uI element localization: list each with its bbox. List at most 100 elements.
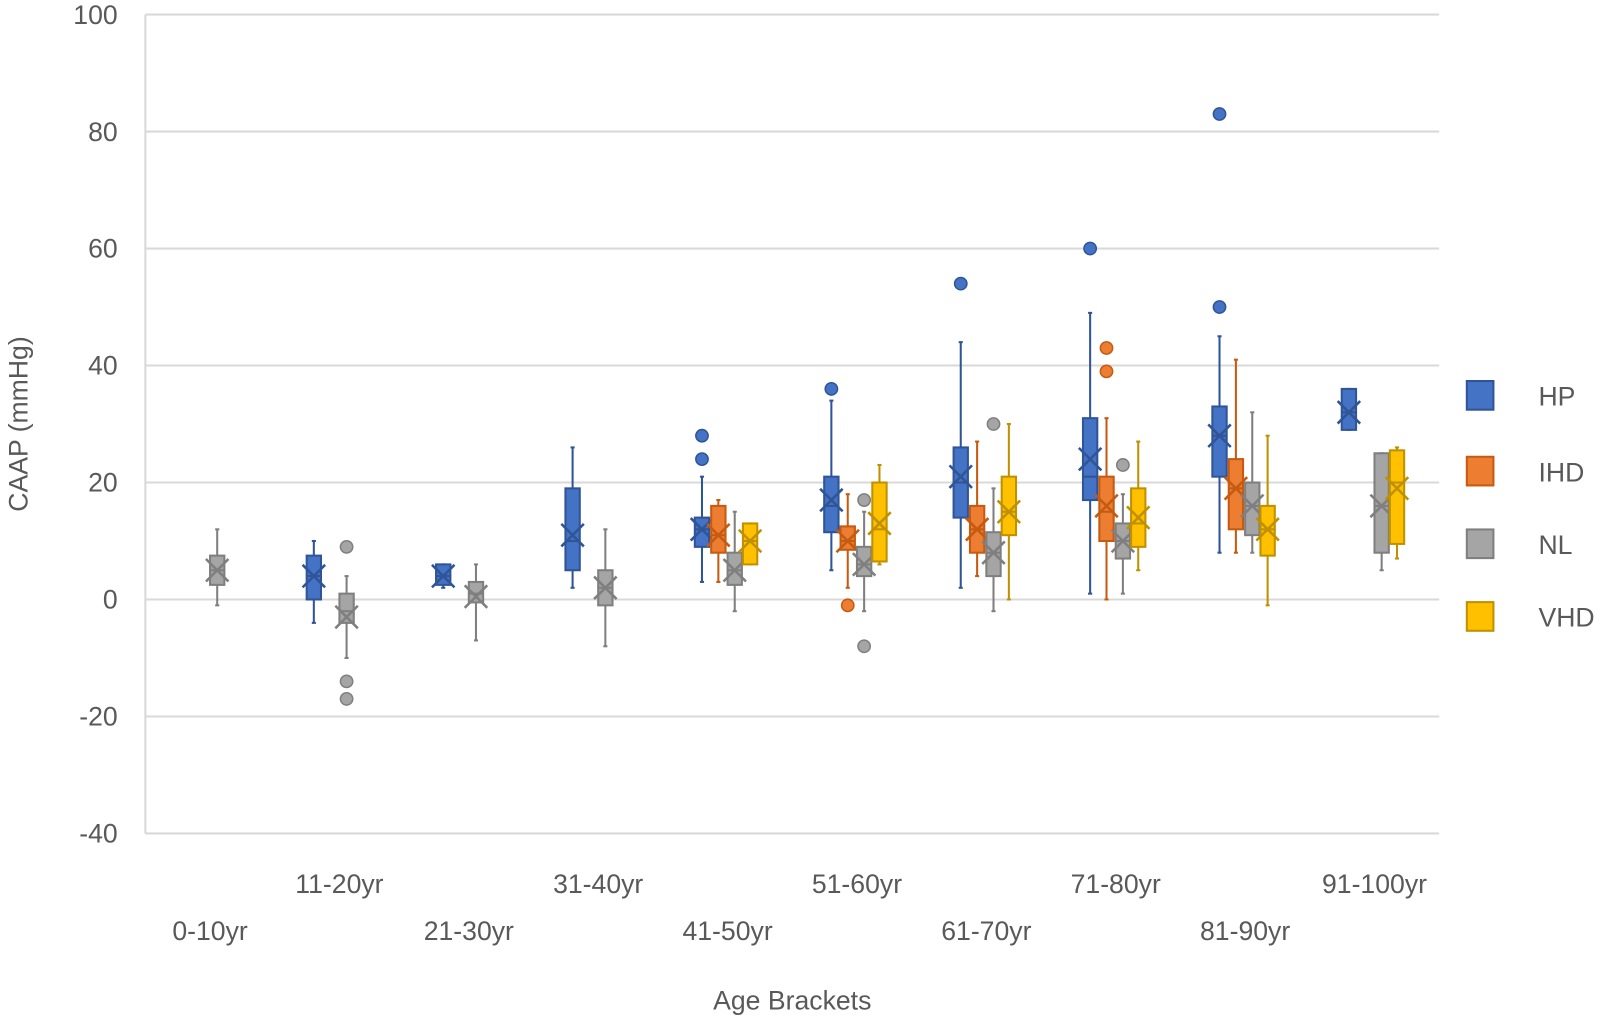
legend-label-nl: NL — [1538, 530, 1572, 560]
mean-marker — [964, 517, 990, 542]
legend-swatch-ihd — [1465, 455, 1495, 487]
mean-marker — [981, 540, 1006, 565]
x-tick-label: 91-100yr — [1322, 869, 1427, 899]
mean-marker — [1255, 517, 1280, 542]
mean-marker — [948, 464, 973, 489]
box-vhd-41-50yr — [737, 522, 763, 566]
box-hp-91-100yr — [1336, 387, 1362, 431]
mean-marker — [689, 517, 715, 542]
legend-swatch-vhd — [1465, 601, 1495, 632]
x-tick-label: 11-20yr — [295, 869, 383, 899]
outlier-point — [953, 276, 968, 291]
box — [693, 516, 711, 548]
box-nl-51-60yr — [851, 493, 877, 654]
box — [1373, 452, 1390, 554]
mean-marker — [737, 528, 763, 554]
legend-swatch-nl — [1465, 528, 1495, 560]
mean-marker — [1094, 493, 1119, 519]
gridlines — [144, 13, 1440, 835]
x-axis-ticks: 0-10yr 11-20yr 21-30yr 31-40yr 41-50yr 51-60y… — [172, 869, 1427, 946]
box — [1340, 387, 1358, 431]
box-vhd-51-60yr — [867, 463, 892, 566]
outlier-point — [339, 539, 354, 554]
x-tick-label: 31-40yr — [553, 869, 643, 899]
mean-marker — [1077, 446, 1103, 472]
outlier-point — [339, 692, 354, 706]
y-tick-label: 20 — [88, 468, 118, 498]
box — [1098, 475, 1115, 543]
box-ihd-51-60yr — [835, 493, 860, 613]
outlier-point — [857, 493, 872, 507]
x-tick-label: 21-30yr — [424, 916, 514, 946]
outlier-point — [857, 639, 872, 654]
x-tick-label: 71-80yr — [1071, 869, 1161, 899]
y-tick-label: -40 — [79, 819, 117, 849]
box-ihd-81-90yr — [1223, 358, 1249, 554]
box-ihd-41-50yr — [706, 499, 731, 583]
mean-marker — [819, 487, 844, 513]
box-ihd-71-80yr — [1094, 341, 1119, 601]
legend-label-vhd: VHD — [1538, 603, 1594, 633]
box-nl-61-70yr — [981, 417, 1006, 613]
y-tick-label: -20 — [79, 702, 117, 732]
outlier-point — [339, 674, 354, 689]
box-nl-41-50yr — [722, 510, 747, 613]
x-tick-label: 51-60yr — [812, 869, 902, 899]
box-nl-21-30yr — [463, 563, 489, 642]
mean-marker — [334, 604, 359, 630]
mean-marker — [1207, 423, 1232, 448]
outlier-point — [695, 428, 709, 443]
y-axis-title: CAAP (mmHg) — [4, 336, 34, 511]
mean-marker — [593, 575, 618, 600]
legend-label-ihd: IHD — [1538, 457, 1584, 487]
mean-marker — [1126, 505, 1151, 530]
box-hp-41-50yr — [689, 428, 715, 583]
x-tick-label: 81-90yr — [1200, 916, 1290, 946]
y-tick-label: 0 — [103, 585, 118, 615]
mean-marker — [867, 511, 892, 536]
mean-marker — [301, 563, 326, 589]
outlier-point — [986, 417, 1001, 431]
legend-label-hp: HP — [1538, 382, 1575, 412]
box-hp-81-90yr — [1207, 107, 1232, 554]
box-nl-31-40yr — [593, 528, 618, 648]
box-hp-51-60yr — [819, 382, 844, 572]
mean-marker — [205, 558, 230, 583]
legend-swatch-hp — [1465, 380, 1495, 411]
y-tick-label: 80 — [88, 117, 118, 147]
legend: HP IHD NL VHD — [1465, 380, 1595, 633]
outlier-point — [1212, 107, 1227, 121]
y-tick-label: 100 — [73, 0, 117, 30]
box-vhd-91-100yr — [1384, 446, 1410, 560]
box-vhd-61-70yr — [996, 422, 1022, 601]
y-tick-label: 40 — [88, 351, 118, 381]
outlier-point — [824, 382, 839, 396]
mean-marker — [1336, 400, 1362, 425]
mean-marker — [835, 528, 860, 554]
x-tick-label: 41-50yr — [682, 916, 772, 946]
x-axis-title: Age Brackets — [713, 986, 871, 1016]
box-hp-21-30yr — [431, 563, 456, 589]
box — [1388, 449, 1406, 545]
outlier-point — [1212, 300, 1227, 314]
box-nl-0-10yr — [205, 528, 230, 607]
box — [1244, 481, 1261, 537]
box-vhd-81-90yr — [1255, 434, 1280, 607]
box-hp-31-40yr — [560, 446, 585, 589]
mean-marker — [463, 584, 489, 609]
box-marks — [205, 107, 1410, 706]
mean-marker — [996, 499, 1022, 524]
box — [467, 580, 485, 604]
y-tick-label: 60 — [88, 234, 118, 264]
box-hp-71-80yr — [1077, 241, 1103, 595]
outlier-point — [1099, 341, 1114, 355]
mean-marker — [431, 563, 456, 589]
outlier-point — [1115, 458, 1130, 472]
mean-marker — [560, 522, 585, 548]
outlier-point — [1099, 364, 1114, 379]
box-hp-11-20yr — [301, 539, 326, 624]
box-vhd-71-80yr — [1126, 440, 1151, 572]
mean-marker — [706, 522, 731, 548]
box-ihd-61-70yr — [964, 440, 990, 578]
